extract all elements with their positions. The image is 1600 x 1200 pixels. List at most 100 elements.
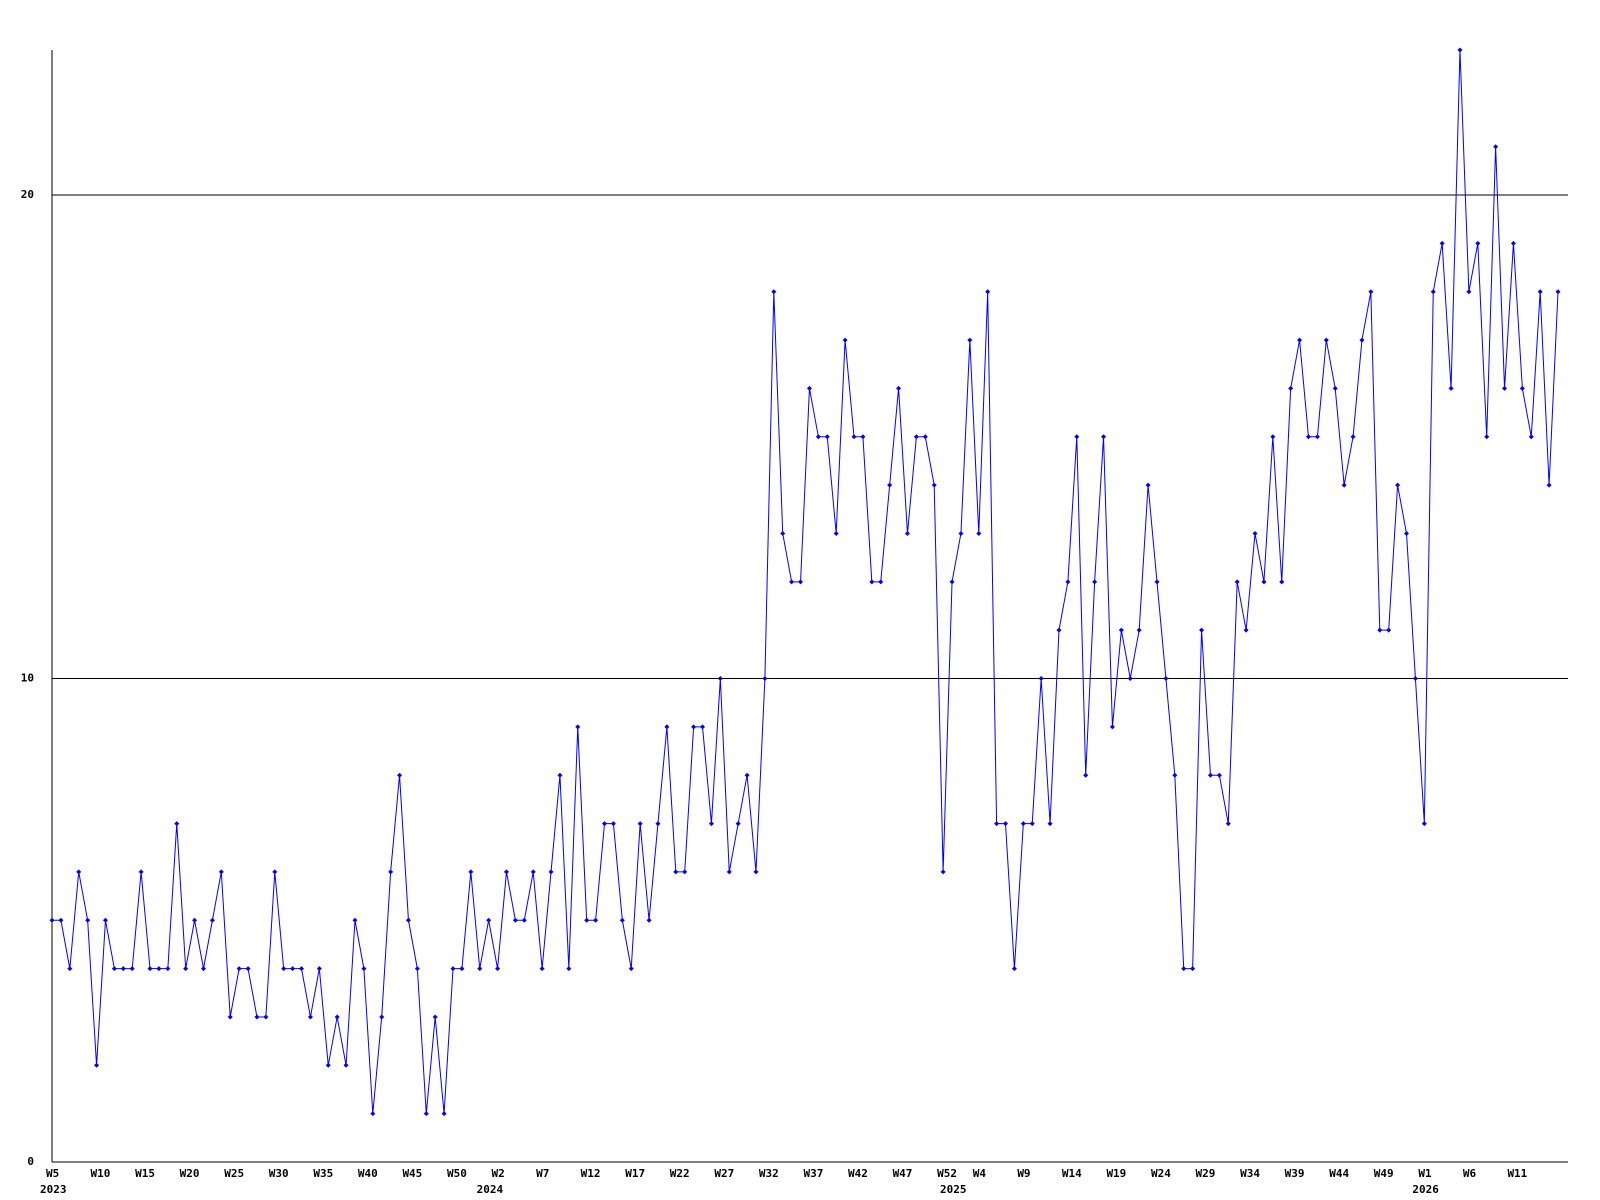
point-marker — [1011, 966, 1017, 972]
x-tick-label: W20 — [180, 1167, 200, 1180]
point-marker — [1502, 385, 1508, 391]
point-marker — [450, 966, 456, 972]
point-marker — [432, 1014, 438, 1020]
x-tick-label: W2 — [492, 1167, 505, 1180]
point-marker — [949, 579, 955, 585]
x-tick-label: W4 — [973, 1167, 987, 1180]
point-marker — [1145, 482, 1151, 488]
point-marker — [1297, 337, 1303, 343]
point-marker — [316, 966, 322, 972]
point-marker — [290, 966, 296, 972]
point-marker — [85, 917, 91, 923]
point-marker — [1368, 289, 1374, 295]
point-marker — [1101, 434, 1107, 440]
point-marker — [691, 724, 697, 730]
x-tick-label: W44 — [1329, 1167, 1349, 1180]
point-marker — [1020, 821, 1026, 827]
point-marker — [646, 917, 652, 923]
point-marker — [58, 917, 64, 923]
point-marker — [860, 434, 866, 440]
point-marker — [548, 869, 554, 875]
point-marker — [869, 579, 875, 585]
point-marker — [1466, 289, 1472, 295]
point-marker — [200, 966, 206, 972]
point-marker — [1350, 434, 1356, 440]
point-marker — [1288, 385, 1294, 391]
x-tick-label: W35 — [313, 1167, 333, 1180]
point-marker — [1270, 434, 1276, 440]
point-marker — [1003, 821, 1009, 827]
point-marker — [1243, 627, 1249, 633]
point-marker — [735, 821, 741, 827]
point-marker — [664, 724, 670, 730]
point-marker — [619, 917, 625, 923]
point-marker — [1279, 579, 1285, 585]
x-tick-label: W25 — [224, 1167, 244, 1180]
point-marker — [1136, 627, 1142, 633]
point-marker — [1493, 144, 1499, 150]
point-marker — [405, 917, 411, 923]
point-marker — [682, 869, 688, 875]
point-marker — [771, 289, 777, 295]
point-marker — [744, 772, 750, 778]
point-marker — [1127, 676, 1133, 682]
point-marker — [94, 1062, 100, 1068]
point-marker — [566, 966, 572, 972]
point-marker — [1377, 627, 1383, 633]
point-marker — [76, 869, 82, 875]
point-marker — [352, 917, 358, 923]
x-tick-label: W40 — [358, 1167, 378, 1180]
point-marker — [1163, 676, 1169, 682]
x-year-label: 2026 — [1412, 1183, 1439, 1196]
point-marker — [798, 579, 804, 585]
x-year-label: 2023 — [40, 1183, 67, 1196]
point-marker — [111, 966, 117, 972]
point-marker — [833, 530, 839, 536]
point-marker — [307, 1014, 313, 1020]
point-marker — [441, 1111, 447, 1117]
point-marker — [1528, 434, 1534, 440]
point-marker — [325, 1062, 331, 1068]
x-tick-label: W1 — [1418, 1167, 1432, 1180]
point-marker — [147, 966, 153, 972]
point-marker — [994, 821, 1000, 827]
point-marker — [1395, 482, 1401, 488]
point-marker — [717, 676, 723, 682]
point-marker — [1190, 966, 1196, 972]
point-marker — [1421, 821, 1427, 827]
point-marker — [815, 434, 821, 440]
x-tick-label: W15 — [135, 1167, 155, 1180]
point-marker — [557, 772, 563, 778]
x-tick-label: W9 — [1017, 1167, 1030, 1180]
point-marker — [227, 1014, 233, 1020]
point-marker — [49, 917, 55, 923]
point-marker — [486, 917, 492, 923]
point-marker — [601, 821, 607, 827]
point-marker — [1056, 627, 1062, 633]
x-tick-label: W6 — [1463, 1167, 1477, 1180]
x-tick-label: W5 — [46, 1167, 59, 1180]
point-marker — [370, 1111, 376, 1117]
x-tick-label: W22 — [670, 1167, 690, 1180]
x-tick-label: W19 — [1106, 1167, 1126, 1180]
point-marker — [593, 917, 599, 923]
point-marker — [192, 917, 198, 923]
point-marker — [1092, 579, 1098, 585]
point-marker — [700, 724, 706, 730]
point-marker — [780, 530, 786, 536]
point-marker — [931, 482, 937, 488]
x-tick-label: W14 — [1062, 1167, 1082, 1180]
point-marker — [610, 821, 616, 827]
point-marker — [379, 1014, 385, 1020]
point-marker — [1510, 240, 1516, 246]
point-marker — [254, 1014, 260, 1020]
point-marker — [343, 1062, 349, 1068]
point-marker — [940, 869, 946, 875]
point-marker — [1074, 434, 1080, 440]
point-marker — [1519, 385, 1525, 391]
x-tick-label: W37 — [803, 1167, 823, 1180]
x-tick-label: W12 — [581, 1167, 601, 1180]
point-marker — [530, 869, 536, 875]
